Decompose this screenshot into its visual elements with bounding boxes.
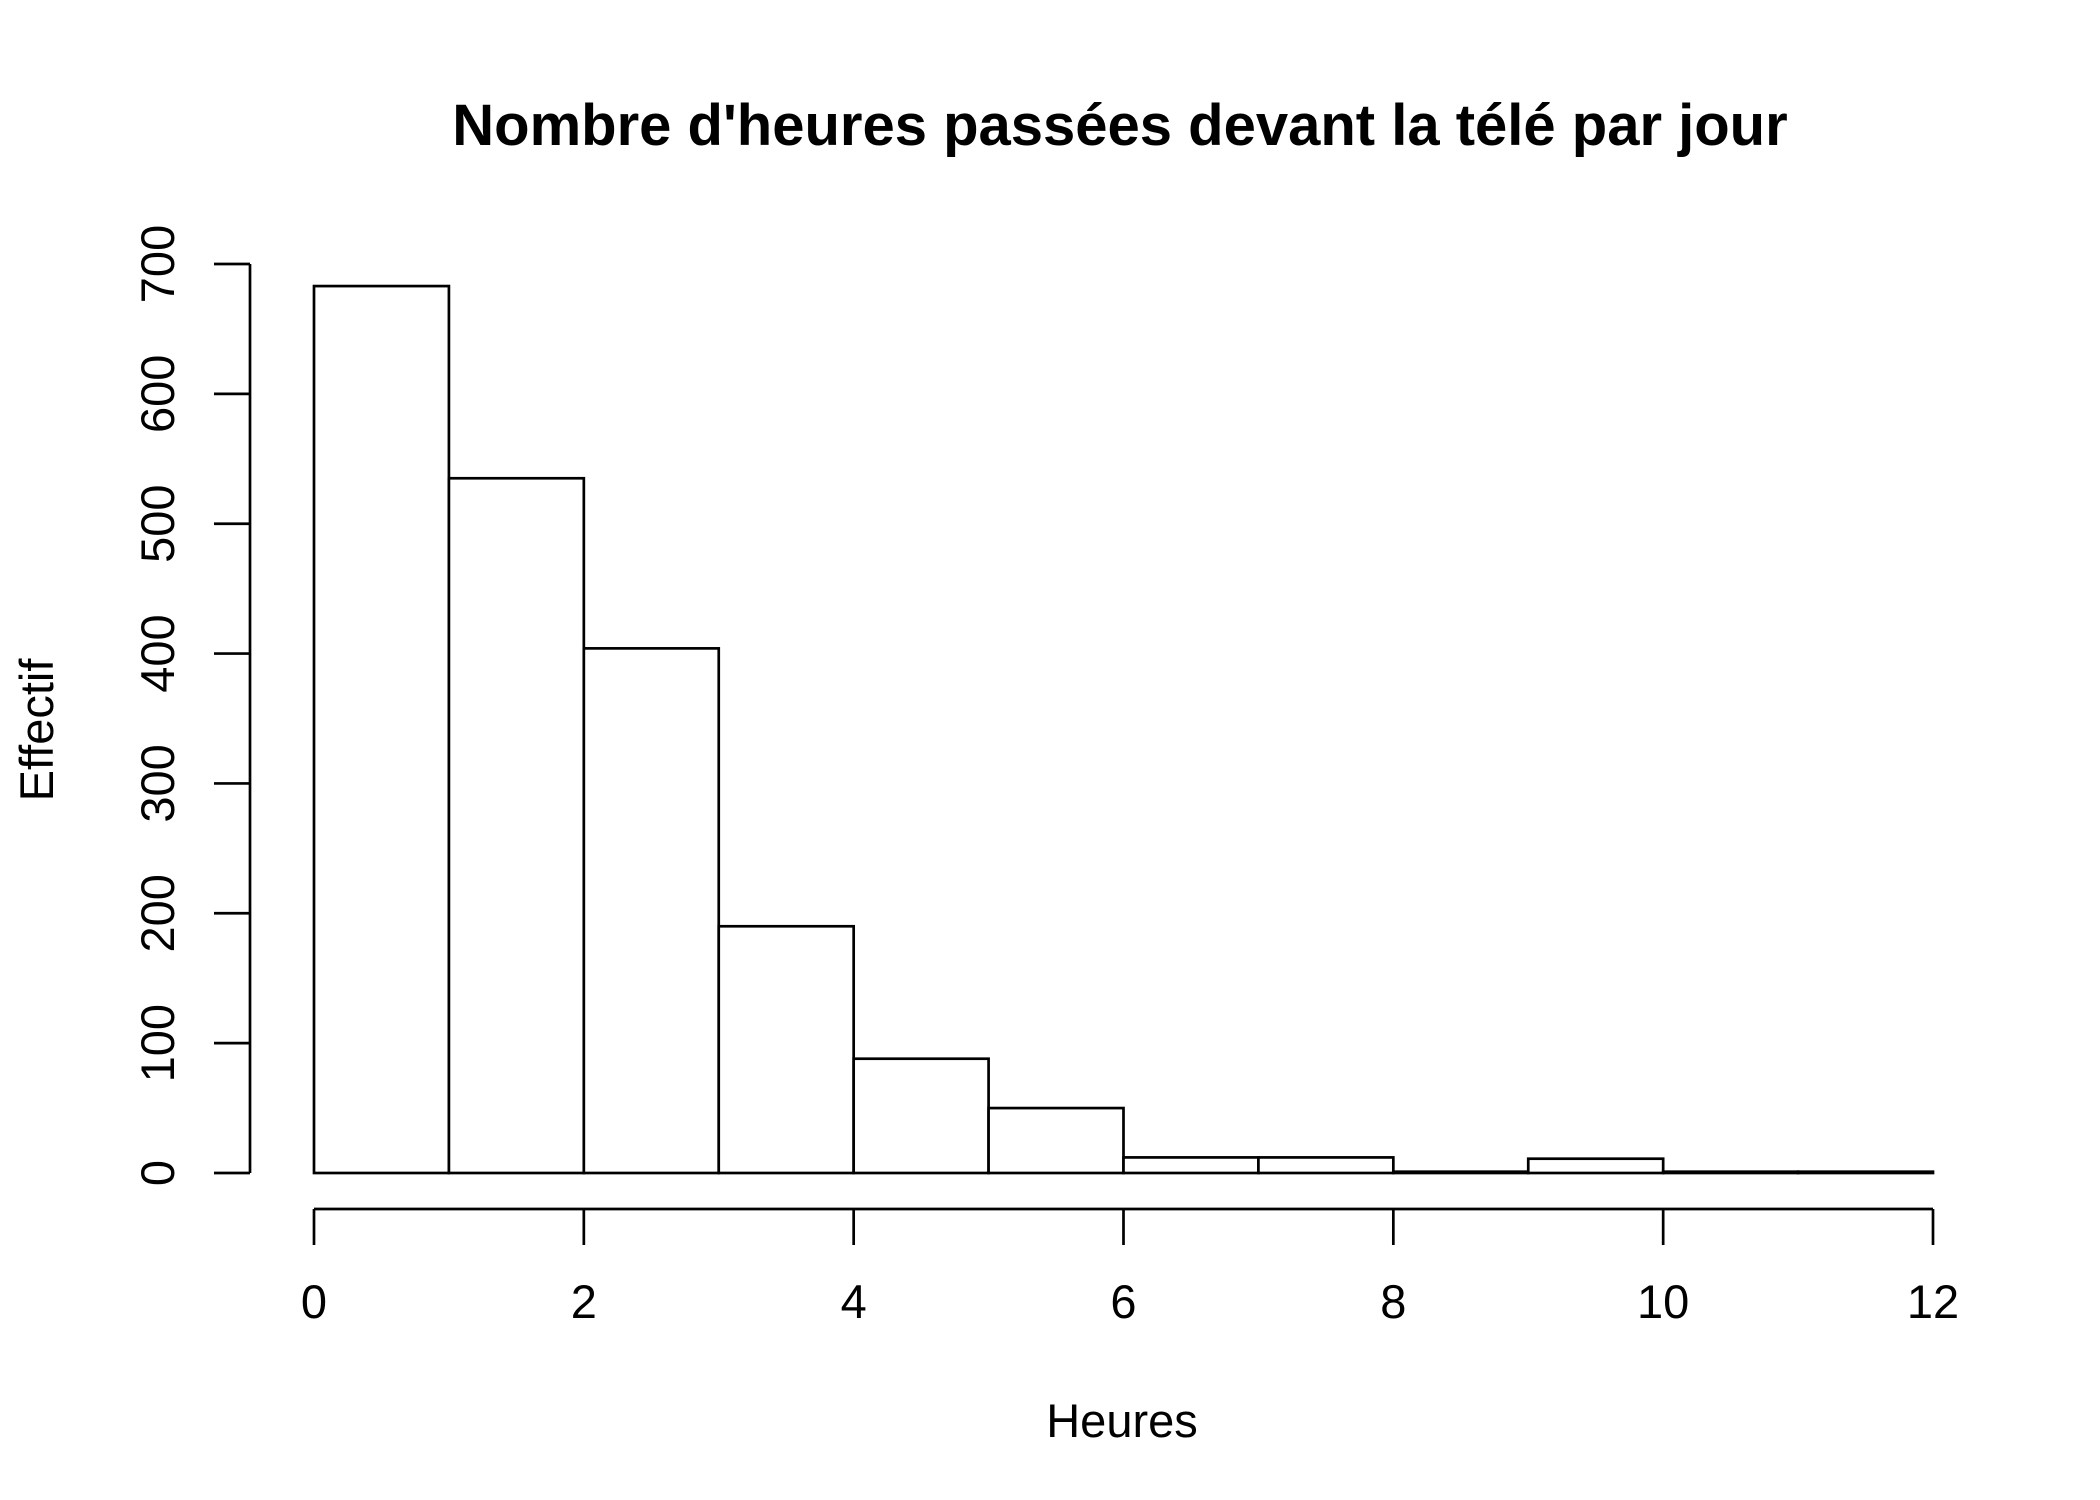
y-tick-label-100: 100 [131, 1004, 184, 1082]
histogram-bar-11 [1661, 1170, 1800, 1175]
x-axis: 0 2 4 6 8 10 12 [301, 1207, 1959, 1328]
y-tick-label-500: 500 [131, 485, 184, 563]
histogram-bar-10 [1526, 1157, 1665, 1175]
x-axis-label: Heures [1046, 1394, 1198, 1447]
x-tick-label-8: 8 [1380, 1275, 1406, 1328]
y-tick-label-300: 300 [131, 744, 184, 822]
histogram-bar-1 [312, 284, 451, 1175]
histogram-bar-4 [717, 924, 856, 1175]
x-tick-label-0: 0 [301, 1275, 327, 1328]
histogram-bar-9 [1391, 1170, 1530, 1175]
y-tick-label-600: 600 [131, 355, 184, 433]
chart-title: Nombre d'heures passées devant la télé p… [452, 93, 1787, 158]
y-tick-label-400: 400 [131, 614, 184, 692]
x-tick-label-12: 12 [1907, 1275, 1959, 1328]
y-axis-label: Effectif [10, 658, 63, 802]
histogram-bar-7 [1122, 1156, 1260, 1175]
histogram-bar-2 [447, 476, 586, 1175]
x-tick-label-4: 4 [841, 1275, 867, 1328]
y-tick-label-0: 0 [131, 1160, 184, 1186]
histogram-bar-12 [1796, 1170, 1935, 1175]
x-tick-label-6: 6 [1110, 1275, 1136, 1328]
y-tick-label-200: 200 [131, 874, 184, 952]
y-axis: 0 100 200 300 400 500 600 700 [131, 225, 252, 1186]
x-tick-label-2: 2 [571, 1275, 597, 1328]
histogram-bar-8 [1257, 1156, 1395, 1175]
y-tick-label-700: 700 [131, 225, 184, 303]
histogram-bar-6 [987, 1106, 1125, 1175]
histogram-bar-5 [852, 1057, 990, 1175]
histogram-bar-3 [582, 647, 721, 1175]
bars-group [312, 284, 1935, 1175]
x-tick-label-10: 10 [1637, 1275, 1689, 1328]
